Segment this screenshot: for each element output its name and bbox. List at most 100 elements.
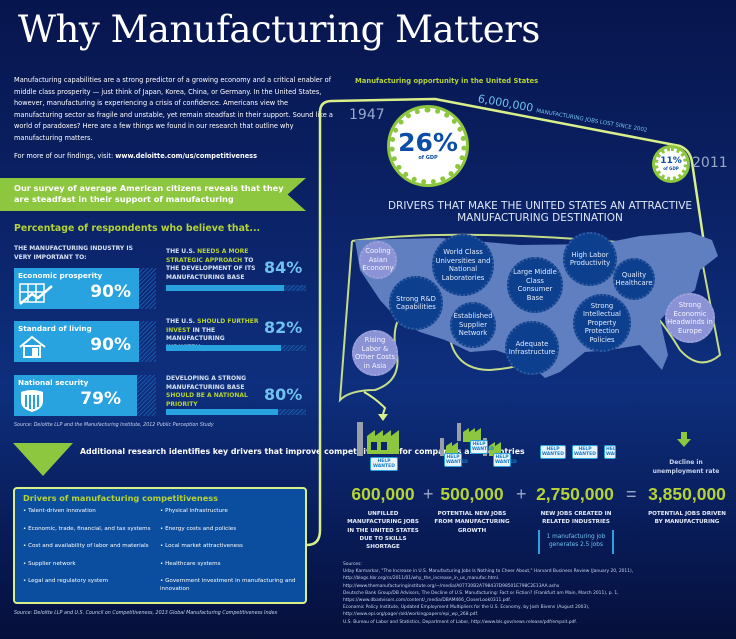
bubble-rd-capabilities: Strong R&D Capabilities <box>389 276 443 330</box>
progress-bar <box>166 409 306 415</box>
bubble-middle-class: Large Middle Class Consumer Base <box>507 257 563 313</box>
stat-label: National security <box>18 378 89 387</box>
driver-item: • Legal and regulatory system <box>23 578 109 584</box>
help-wanted-sign: HELP WANTED <box>493 453 517 467</box>
driver-item: • Energy costs and policies <box>160 525 237 532</box>
driver-item: • Healthcare systems <box>160 560 221 567</box>
multiplier-note: 1 manufacturing job generates 2.5 jobs <box>538 530 614 554</box>
statement-value: 82% <box>264 318 303 337</box>
source-link[interactable]: http://www.epi.org/page/-/old/workingpap… <box>343 612 479 618</box>
gdp-start-value: 26% <box>398 128 458 157</box>
jobs-unfilled-label: UNFILLED MANUFACTURING JOBS IN THE UNITE… <box>347 511 419 551</box>
jobs-total: 3,850,000 <box>648 484 726 504</box>
year-end: 2011 <box>692 155 728 171</box>
bubble-ip-protection: Strong Intellectual Property Protection … <box>573 294 631 352</box>
driver-item: • Cost and availability of labor and mat… <box>23 543 149 549</box>
hatch <box>137 375 156 416</box>
stat-label: Standard of living <box>18 324 92 333</box>
source-link[interactable]: http://www.themanufacturinginstitute.org… <box>343 583 560 589</box>
intro-text: Manufacturing capabilities are a strong … <box>14 76 333 142</box>
house-icon <box>19 335 46 358</box>
bubble-supplier-network: Established Supplier Network <box>450 302 496 348</box>
help-wanted-sign: HELP WANTED <box>604 445 616 459</box>
source-link[interactable]: https://www.dbadvisors.com/content/_medi… <box>343 598 511 604</box>
help-wanted-sign: HELP WANTED <box>470 440 494 454</box>
driver-item: • Government investment in manufacturing… <box>160 578 296 592</box>
decline-text: Decline in unemployment rate <box>652 459 720 475</box>
help-wanted-sign: HELP WANTED <box>370 457 398 471</box>
more-findings: For more of our findings, visit: www.del… <box>14 152 257 160</box>
year-start: 1947 <box>349 107 385 123</box>
jobs-growth: 500,000 <box>440 484 504 504</box>
shield-icon <box>21 390 43 412</box>
bubble-universities: World Class Universities and National La… <box>432 234 494 296</box>
stat-value: 79% <box>80 389 121 409</box>
bar-fill <box>166 345 281 351</box>
bubble-quality-healthcare: Quality Healthcare <box>613 258 655 300</box>
down-arrow-icon <box>677 432 691 447</box>
jobs-related-label: NEW JOBS CREATED IN RELATED INDUSTRIES <box>540 511 612 526</box>
gdp-label: of GDP <box>663 166 679 171</box>
drivers-source: Source: Deloitte LLP and U.S. Council on… <box>14 611 278 616</box>
jobs-total-label: POTENTIAL JOBS DRIVEN BY MANUFACTURING <box>648 511 726 526</box>
source-line: Deutsche Bank Group/DB Advisors, The Dec… <box>343 590 619 596</box>
driver-item: • Local market attractiveness <box>160 543 243 549</box>
page-title: Why Manufacturing Matters <box>18 8 540 51</box>
survey-title: Percentage of respondents who believe th… <box>14 223 261 234</box>
survey-banner: Our survey of average American citizens … <box>0 178 306 211</box>
plus-sign: + <box>516 484 527 504</box>
bubble-infrastructure: Adequate Infrastructure <box>505 321 559 375</box>
bubble-asia-costs: Rising Labor & Other Costs in Asia <box>352 330 398 376</box>
help-wanted-sign: HELP WANTED <box>572 445 598 459</box>
driver-item: • Economic, trade, financial, and tax sy… <box>23 525 151 532</box>
bubble-europe-headwinds: Strong Economic Headwinds in Europe <box>665 293 715 343</box>
stat-national-security: National security 79% <box>14 375 137 416</box>
help-wanted-sign: HELP WANTED <box>444 453 468 467</box>
opportunity-title: Manufacturing opportunity in the United … <box>355 77 539 85</box>
jobs-related: 2,750,000 <box>536 484 614 504</box>
survey-source: Source: Deloitte LLP and the Manufacturi… <box>14 423 214 428</box>
statement-strategic: THE U.S. NEEDS A MORE STRATEGIC APPROACH… <box>166 248 256 281</box>
source-line: Uday Karmarkar, "The Increase in U.S. Ma… <box>343 569 634 575</box>
gdp-end-value: 11% <box>660 156 682 166</box>
stat-value: 90% <box>90 282 131 302</box>
more-prefix: For more of our findings, visit: <box>14 152 116 160</box>
statement-priority: DEVELOPING A STRONG MANUFACTURING BASE S… <box>166 375 248 408</box>
help-wanted-sign: HELP WANTED <box>540 445 566 459</box>
source-line: U.S. Bureau of Labor and Statistics, Dep… <box>343 619 577 625</box>
hatch <box>139 268 156 309</box>
plus-sign: + <box>423 484 434 504</box>
drivers-us-title: DRIVERS THAT MAKE THE UNITED STATES AN A… <box>387 200 693 224</box>
stat-standard-of-living: Standard of living 90% <box>14 321 139 362</box>
deloitte-link[interactable]: www.deloitte.com/us/competitiveness <box>115 152 258 160</box>
jobs-growth-label: POTENTIAL NEW JOBS FROM MANUFACTURING GR… <box>434 511 510 534</box>
progress-bar <box>166 285 306 291</box>
gdp-2011-gear: 11% of GDP <box>655 148 687 180</box>
gdp-label: of GDP <box>418 155 438 161</box>
stat-value: 90% <box>90 335 131 355</box>
gdp-1947-gear: 26% of GDP <box>390 108 466 184</box>
driver-item: • Talent-driven innovation <box>23 508 96 514</box>
chart-growth-icon <box>19 283 53 305</box>
stat-label: Economic prosperity <box>18 271 103 280</box>
source-link[interactable]: http://blogs.hbr.org/cs/2011/01/why_the_… <box>343 576 500 582</box>
statement-value: 84% <box>264 258 303 277</box>
left-heading: THE MANUFACTURING INDUSTRY IS VERY IMPOR… <box>14 245 133 261</box>
sources: Sources: Uday Karmarkar, "The Increase i… <box>343 561 733 626</box>
additional-research: Additional research identifies key drive… <box>80 447 525 456</box>
jobs-unfilled: 600,000 <box>351 484 415 504</box>
driver-item: • Physical infrastructure <box>160 508 228 514</box>
source-line: Economic Policy Institute, Updated Emplo… <box>343 605 590 611</box>
bar-fill <box>166 285 284 291</box>
bubble-cooling-asian-economy: Cooling Asian Economy <box>359 241 397 279</box>
drivers-box: Drivers of manufacturing competitiveness… <box>13 487 307 604</box>
hatch <box>139 321 156 362</box>
statement-value: 80% <box>264 385 303 404</box>
equals-sign: = <box>626 484 637 504</box>
progress-bar <box>166 345 306 351</box>
driver-item: • Supplier network <box>23 560 76 567</box>
stat-economic-prosperity: Economic prosperity 90% <box>14 268 139 309</box>
drivers-title: Drivers of manufacturing competitiveness <box>23 493 218 503</box>
sources-title: Sources: <box>343 562 362 567</box>
